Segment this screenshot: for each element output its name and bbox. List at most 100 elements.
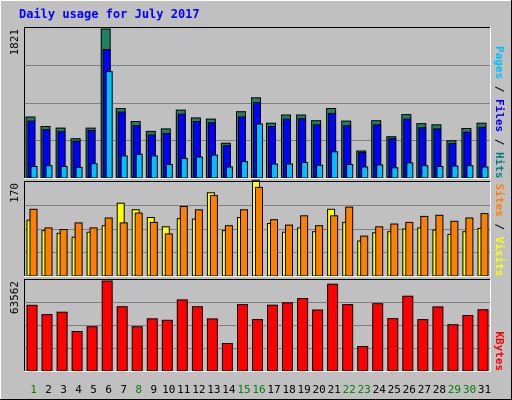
x-axis-labels: 1 2 3 4 5 6 7 8 9 10 11 12 13 14 15 16 17 18 19 20 21 22 23 24 2… bbox=[30, 383, 491, 396]
bar-sites-day-24 bbox=[375, 226, 384, 277]
bar-kbytes-day-10 bbox=[161, 319, 173, 372]
legend-part-hits-0: Pages bbox=[493, 46, 506, 79]
x-tick-label-day-15: 15 bbox=[237, 383, 250, 396]
x-tick-label-day-26: 26 bbox=[403, 383, 416, 396]
bar-sites-day-7 bbox=[119, 222, 128, 277]
bar-kbytes-day-3 bbox=[56, 311, 68, 372]
bar-sites-day-28 bbox=[435, 214, 444, 277]
x-tick-label-day-30: 30 bbox=[463, 383, 476, 396]
bar-sites-day-26 bbox=[405, 221, 414, 277]
bar-sites-day-3 bbox=[59, 229, 68, 277]
bar-sites-day-10 bbox=[164, 233, 173, 277]
bar-sites-day-27 bbox=[420, 215, 429, 277]
bar-kbytes-day-29 bbox=[447, 324, 459, 372]
bar-pages-day-2 bbox=[45, 165, 53, 179]
bar-pages-day-23 bbox=[361, 166, 369, 179]
bar-kbytes-day-21 bbox=[327, 283, 339, 372]
bar-pages-day-19 bbox=[301, 162, 309, 179]
bar-pages-day-21 bbox=[331, 151, 339, 179]
bar-sites-day-16 bbox=[255, 186, 263, 277]
bar-kbytes-day-7 bbox=[116, 306, 128, 372]
bar-kbytes-day-2 bbox=[41, 314, 53, 372]
x-tick-label-day-3: 3 bbox=[60, 383, 67, 396]
legend-part-hits-3: / bbox=[493, 132, 506, 152]
bar-pages-day-10 bbox=[165, 164, 173, 179]
bar-sites-day-9 bbox=[149, 221, 158, 277]
bar-kbytes-day-15 bbox=[237, 304, 248, 372]
panel-kbytes-legend: KBytes bbox=[493, 331, 506, 371]
x-tick-label-day-2: 2 bbox=[45, 383, 52, 396]
panel-kbytes-max-label: 63562 bbox=[8, 281, 21, 314]
panel-visits-legend: Sites / Visits bbox=[493, 184, 506, 277]
bar-kbytes-day-11 bbox=[176, 299, 188, 372]
bar-sites-day-31 bbox=[480, 213, 489, 277]
legend-part-visits-2: Visits bbox=[493, 237, 506, 277]
panel-hits-max-label: 1821 bbox=[8, 29, 21, 56]
bar-pages-day-13 bbox=[210, 154, 218, 179]
bar-kbytes-day-20 bbox=[312, 309, 324, 372]
bar-pages-day-22 bbox=[346, 164, 354, 179]
bar-kbytes-day-22 bbox=[342, 304, 354, 372]
x-tick-label-day-5: 5 bbox=[90, 383, 97, 396]
legend-part-kbytes-0: KBytes bbox=[493, 331, 506, 371]
x-tick-label-day-7: 7 bbox=[120, 383, 127, 396]
panel-visits: 170 Sites / Visits bbox=[8, 179, 506, 277]
x-tick-label-day-20: 20 bbox=[312, 383, 325, 396]
panel-hits-legend: Pages / Files / Hits bbox=[493, 46, 506, 179]
x-tick-label-day-12: 12 bbox=[192, 383, 205, 396]
bar-pages-day-16 bbox=[256, 123, 263, 179]
bar-sites-day-5 bbox=[89, 227, 98, 277]
bar-pages-day-9 bbox=[150, 155, 158, 179]
bar-pages-day-8 bbox=[135, 153, 143, 179]
x-tick-label-day-25: 25 bbox=[388, 383, 401, 396]
bar-sites-day-30 bbox=[465, 217, 474, 277]
x-tick-label-day-17: 17 bbox=[267, 383, 280, 396]
bar-pages-day-31 bbox=[481, 166, 489, 179]
bar-kbytes-day-26 bbox=[402, 295, 414, 372]
x-tick-label-day-14: 14 bbox=[222, 383, 236, 396]
bar-kbytes-day-6 bbox=[101, 280, 113, 372]
x-tick-label-day-31: 31 bbox=[478, 383, 491, 396]
bar-sites-day-2 bbox=[44, 227, 53, 277]
bar-pages-day-27 bbox=[421, 165, 429, 179]
x-tick-label-day-4: 4 bbox=[75, 383, 82, 396]
panel-kbytes: 63562 KBytes bbox=[8, 279, 506, 372]
bar-kbytes-day-25 bbox=[387, 318, 399, 372]
bar-sites-day-13 bbox=[209, 195, 218, 277]
x-tick-label-day-21: 21 bbox=[328, 383, 341, 396]
bar-kbytes-day-12 bbox=[191, 306, 203, 372]
bar-sites-day-8 bbox=[134, 212, 143, 277]
bar-kbytes-day-1 bbox=[26, 304, 38, 372]
bar-pages-day-24 bbox=[376, 164, 384, 179]
legend-part-hits-1: / bbox=[493, 79, 506, 99]
bar-pages-day-28 bbox=[436, 166, 444, 179]
bar-kbytes-day-18 bbox=[282, 302, 293, 372]
bar-sites-day-23 bbox=[360, 235, 369, 277]
bar-pages-day-12 bbox=[195, 156, 203, 179]
bar-pages-day-5 bbox=[90, 163, 98, 179]
chart-title: Daily usage for July 2017 bbox=[19, 7, 200, 21]
bar-sites-day-25 bbox=[390, 223, 399, 277]
x-tick-label-day-13: 13 bbox=[207, 383, 220, 396]
x-tick-label-day-28: 28 bbox=[433, 383, 446, 396]
bar-pages-day-3 bbox=[60, 166, 68, 179]
bar-sites-day-19 bbox=[300, 215, 309, 277]
bar-kbytes-day-16 bbox=[252, 319, 263, 372]
bar-pages-day-20 bbox=[316, 164, 324, 179]
bar-pages-day-1 bbox=[30, 166, 38, 179]
bar-pages-day-14 bbox=[225, 166, 233, 179]
bar-kbytes-day-30 bbox=[462, 315, 474, 372]
x-tick-label-day-6: 6 bbox=[105, 383, 112, 396]
bar-sites-day-1 bbox=[29, 208, 38, 277]
legend-part-visits-0: Sites bbox=[493, 184, 506, 217]
bar-pages-day-6 bbox=[105, 71, 113, 179]
bar-sites-day-29 bbox=[450, 220, 459, 277]
bar-sites-day-22 bbox=[345, 206, 354, 277]
bar-sites-day-18 bbox=[285, 224, 293, 277]
bar-pages-day-30 bbox=[466, 165, 474, 179]
bar-sites-day-17 bbox=[270, 219, 278, 277]
chart-panels: 1821 Pages / Files / Hits 170 Sites / Visit… bbox=[8, 27, 506, 372]
bar-kbytes-day-27 bbox=[417, 319, 429, 372]
bar-pages-day-25 bbox=[391, 167, 399, 179]
